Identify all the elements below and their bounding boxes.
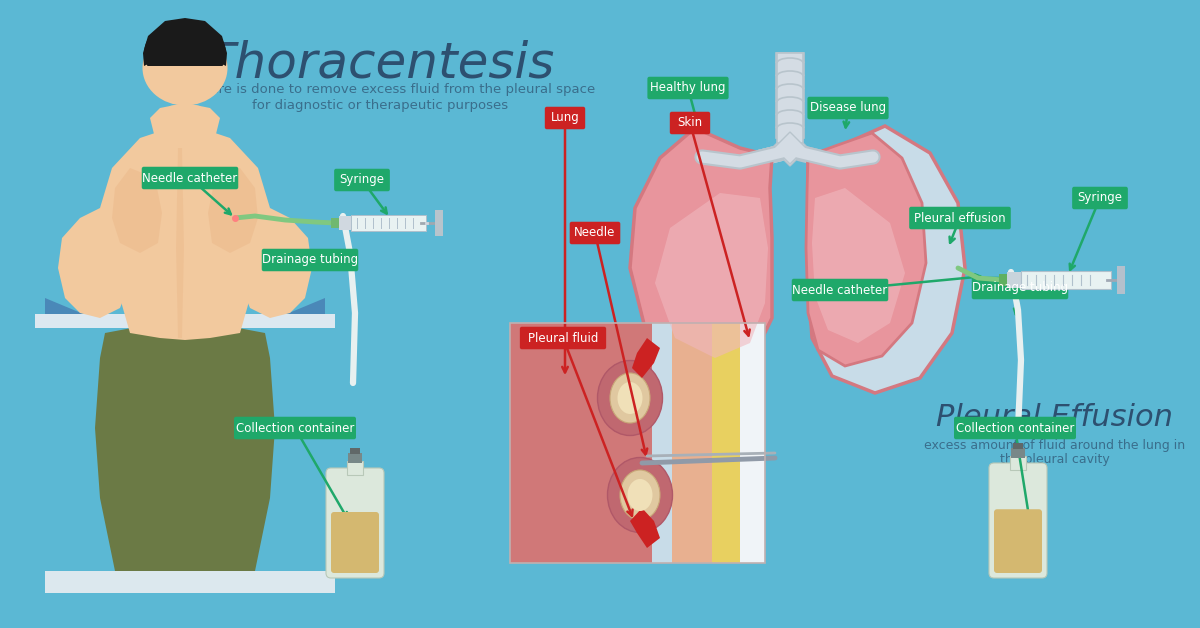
Polygon shape bbox=[712, 323, 740, 563]
Bar bbox=[1013, 443, 1022, 449]
Ellipse shape bbox=[618, 382, 642, 414]
Text: Syringe: Syringe bbox=[340, 173, 384, 187]
FancyBboxPatch shape bbox=[570, 222, 620, 244]
Bar bbox=[340, 216, 352, 230]
Polygon shape bbox=[772, 130, 808, 166]
FancyBboxPatch shape bbox=[234, 417, 356, 439]
FancyBboxPatch shape bbox=[142, 167, 239, 189]
FancyBboxPatch shape bbox=[792, 279, 888, 301]
Bar bbox=[1010, 456, 1026, 470]
Text: Drainage tubing: Drainage tubing bbox=[262, 254, 358, 266]
Text: Skin: Skin bbox=[678, 117, 702, 129]
Bar bbox=[352, 215, 426, 231]
Polygon shape bbox=[510, 323, 652, 563]
FancyBboxPatch shape bbox=[808, 97, 888, 119]
Ellipse shape bbox=[610, 373, 650, 423]
Polygon shape bbox=[812, 188, 905, 343]
Text: Collection container: Collection container bbox=[956, 421, 1074, 435]
Bar bbox=[1021, 271, 1111, 289]
Polygon shape bbox=[164, 103, 206, 128]
Polygon shape bbox=[112, 168, 162, 253]
FancyBboxPatch shape bbox=[545, 107, 586, 129]
Polygon shape bbox=[630, 128, 772, 373]
Text: Needle: Needle bbox=[575, 227, 616, 239]
FancyBboxPatch shape bbox=[520, 327, 606, 349]
Ellipse shape bbox=[143, 31, 228, 106]
Ellipse shape bbox=[628, 479, 653, 511]
FancyBboxPatch shape bbox=[994, 509, 1042, 573]
Polygon shape bbox=[655, 193, 768, 358]
Bar bbox=[510, 323, 766, 563]
Polygon shape bbox=[100, 126, 270, 340]
FancyBboxPatch shape bbox=[910, 207, 1010, 229]
FancyBboxPatch shape bbox=[334, 169, 390, 192]
Ellipse shape bbox=[598, 360, 662, 435]
Bar bbox=[1117, 266, 1126, 294]
Text: Needle catheter: Needle catheter bbox=[792, 283, 888, 296]
Polygon shape bbox=[632, 338, 660, 378]
FancyBboxPatch shape bbox=[1072, 187, 1128, 209]
FancyBboxPatch shape bbox=[331, 512, 379, 573]
Text: Pleural Effusion: Pleural Effusion bbox=[936, 404, 1174, 433]
Text: for diagnostic or therapeutic purposes: for diagnostic or therapeutic purposes bbox=[252, 99, 508, 112]
Polygon shape bbox=[652, 323, 672, 563]
Text: Lung: Lung bbox=[551, 112, 580, 124]
Text: excess amount of fluid around the lung in: excess amount of fluid around the lung i… bbox=[924, 438, 1186, 452]
Bar bbox=[778, 53, 803, 143]
Text: Needle catheter: Needle catheter bbox=[143, 171, 238, 185]
Text: Syringe: Syringe bbox=[1078, 192, 1122, 205]
Polygon shape bbox=[208, 168, 258, 253]
FancyBboxPatch shape bbox=[648, 77, 728, 99]
Bar bbox=[1007, 272, 1021, 288]
Text: Pleural effusion: Pleural effusion bbox=[914, 212, 1006, 224]
Bar bbox=[46, 571, 335, 593]
FancyBboxPatch shape bbox=[972, 277, 1068, 300]
Text: Collection container: Collection container bbox=[236, 421, 354, 435]
Bar bbox=[347, 461, 364, 475]
Polygon shape bbox=[58, 208, 130, 318]
FancyBboxPatch shape bbox=[262, 249, 359, 271]
Polygon shape bbox=[143, 18, 227, 66]
Polygon shape bbox=[774, 132, 806, 164]
Polygon shape bbox=[176, 148, 184, 338]
Polygon shape bbox=[240, 208, 312, 318]
Polygon shape bbox=[95, 318, 275, 571]
FancyBboxPatch shape bbox=[989, 463, 1046, 578]
Polygon shape bbox=[808, 126, 965, 393]
Polygon shape bbox=[672, 323, 712, 563]
Text: procedure is done to remove excess fluid from the pleural space: procedure is done to remove excess fluid… bbox=[164, 84, 595, 97]
Bar bbox=[998, 274, 1007, 286]
Bar bbox=[331, 218, 340, 228]
Text: Healthy lung: Healthy lung bbox=[650, 82, 726, 94]
FancyBboxPatch shape bbox=[954, 417, 1076, 439]
Bar bbox=[436, 210, 443, 236]
Bar bbox=[510, 323, 766, 563]
Text: Thoracentesis: Thoracentesis bbox=[205, 39, 556, 87]
Bar bbox=[776, 53, 804, 138]
Polygon shape bbox=[46, 298, 106, 323]
Bar bbox=[35, 314, 335, 328]
Polygon shape bbox=[150, 103, 220, 138]
Polygon shape bbox=[740, 323, 766, 563]
Bar bbox=[350, 448, 360, 454]
Bar bbox=[348, 453, 362, 463]
Polygon shape bbox=[806, 133, 926, 366]
Text: Drainage tubing: Drainage tubing bbox=[972, 281, 1068, 295]
Text: Pleural fluid: Pleural fluid bbox=[528, 332, 598, 345]
Ellipse shape bbox=[607, 458, 672, 533]
Ellipse shape bbox=[620, 470, 660, 520]
Polygon shape bbox=[144, 66, 226, 88]
Polygon shape bbox=[265, 298, 325, 323]
FancyBboxPatch shape bbox=[326, 468, 384, 578]
Text: Disease lung: Disease lung bbox=[810, 102, 886, 114]
Bar bbox=[1010, 448, 1025, 458]
Ellipse shape bbox=[144, 21, 226, 85]
Polygon shape bbox=[630, 508, 660, 548]
FancyBboxPatch shape bbox=[670, 112, 710, 134]
Text: the pleural cavity: the pleural cavity bbox=[1000, 453, 1110, 467]
